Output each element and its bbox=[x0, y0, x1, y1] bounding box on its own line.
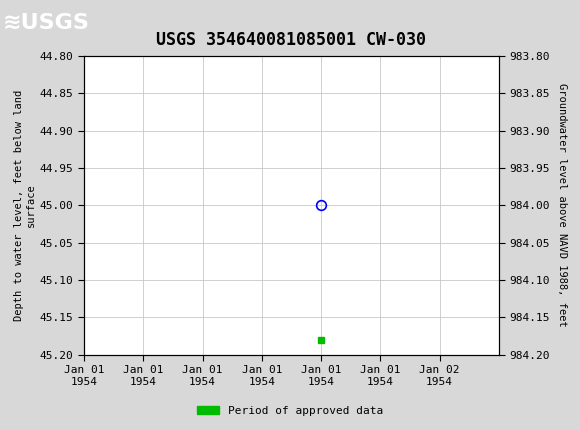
Y-axis label: Depth to water level, feet below land
surface: Depth to water level, feet below land su… bbox=[14, 90, 36, 321]
Text: ≋USGS: ≋USGS bbox=[3, 12, 90, 33]
Title: USGS 354640081085001 CW-030: USGS 354640081085001 CW-030 bbox=[157, 31, 426, 49]
Y-axis label: Groundwater level above NAVD 1988, feet: Groundwater level above NAVD 1988, feet bbox=[557, 83, 567, 327]
Legend: Period of approved data: Period of approved data bbox=[193, 401, 387, 420]
